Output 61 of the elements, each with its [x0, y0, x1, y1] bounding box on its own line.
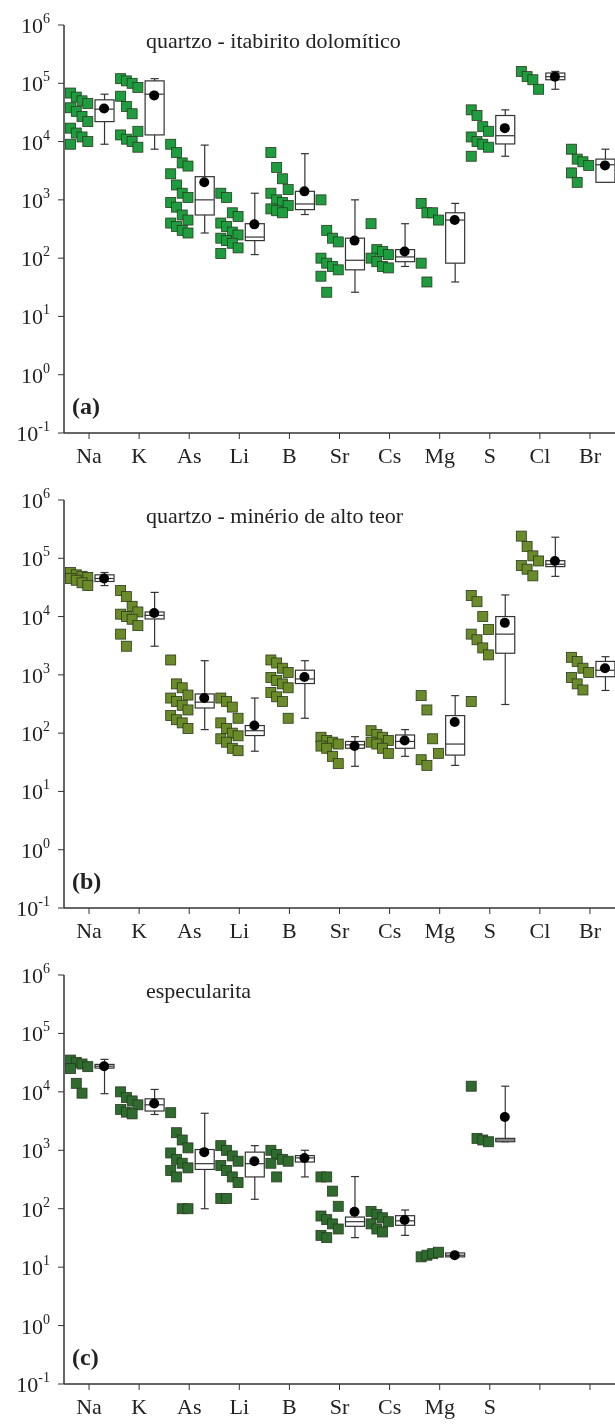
x-tick-label: Li [229, 1394, 250, 1419]
x-tick-label: As [177, 918, 202, 943]
annotation: (a) [72, 393, 100, 420]
x-tick-label: Cl [529, 443, 551, 468]
y-tick-label: 10$^{2}$ [21, 244, 50, 272]
y-tick-label: 10$^{6}$ [21, 961, 50, 988]
y-tick-label: 10$^{0}$ [21, 1311, 50, 1339]
x-tick-label: Sr [329, 918, 350, 943]
x-tick-label: S [483, 1394, 496, 1419]
x-tick-label: Na [76, 1394, 103, 1419]
y-tick-label: 10$^{2}$ [21, 1194, 50, 1222]
y-tick-label: 10$^{5}$ [21, 1019, 50, 1047]
y-tick-label: 10$^{-1}$ [16, 419, 50, 446]
x-tick-label: K [131, 918, 148, 943]
x-tick-label: B [282, 443, 297, 468]
x-tick-label: Na [76, 443, 103, 468]
x-tick-label: Br [578, 443, 602, 468]
y-tick-label: 10$^{4}$ [21, 1077, 50, 1105]
x-tick-label: K [131, 1394, 148, 1419]
x-tick-label: Br [578, 918, 602, 943]
y-tick-label: 10$^{1}$ [21, 777, 50, 805]
y-tick-label: 10$^{5}$ [21, 69, 50, 97]
x-tick-label: Cs [377, 443, 402, 468]
y-tick-label: 10$^{3}$ [21, 1136, 50, 1164]
y-tick-label: 10$^{2}$ [21, 719, 50, 747]
x-tick-label: As [177, 443, 202, 468]
y-tick-label: 10$^{6}$ [21, 486, 50, 513]
chart-title: quartzo - minério de alto teor [146, 503, 404, 528]
y-tick-label: 10$^{3}$ [21, 185, 50, 213]
y-tick-label: 10$^{1}$ [21, 1253, 50, 1281]
annotation: (c) [72, 1344, 99, 1371]
x-tick-label: Li [229, 918, 250, 943]
x-tick-label: Sr [329, 1394, 350, 1419]
chart-title: especularita [146, 978, 252, 1003]
y-tick-label: 10$^{4}$ [21, 602, 50, 630]
x-tick-label: Cl [529, 918, 551, 943]
y-tick-label: 10$^{6}$ [21, 11, 50, 38]
y-tick-label: 10$^{-1}$ [16, 894, 50, 921]
x-tick-label: Cs [377, 1394, 402, 1419]
x-tick-label: Sr [329, 443, 350, 468]
y-tick-label: 10$^{3}$ [21, 660, 50, 688]
x-tick-label: Cs [377, 918, 402, 943]
y-tick-label: 10$^{0}$ [21, 360, 50, 388]
x-tick-label: B [282, 918, 297, 943]
x-tick-label: Li [229, 443, 250, 468]
y-tick-label: 10$^{1}$ [21, 302, 50, 330]
y-tick-label: 10$^{5}$ [21, 544, 50, 572]
y-tick-label: 10$^{-1}$ [16, 1370, 50, 1397]
x-tick-label: S [483, 918, 496, 943]
chart-title: quartzo - itabirito dolomítico [146, 28, 401, 53]
x-tick-label: K [131, 443, 148, 468]
x-tick-label: As [177, 1394, 202, 1419]
x-tick-label: Mg [424, 1394, 455, 1419]
x-tick-label: B [282, 1394, 297, 1419]
x-tick-label: Mg [424, 443, 455, 468]
x-tick-label: S [483, 443, 496, 468]
y-tick-label: 10$^{4}$ [21, 127, 50, 155]
x-tick-label: Na [76, 918, 103, 943]
annotation: (b) [72, 868, 102, 895]
x-tick-label: Mg [424, 918, 455, 943]
y-tick-label: 10$^{0}$ [21, 835, 50, 863]
